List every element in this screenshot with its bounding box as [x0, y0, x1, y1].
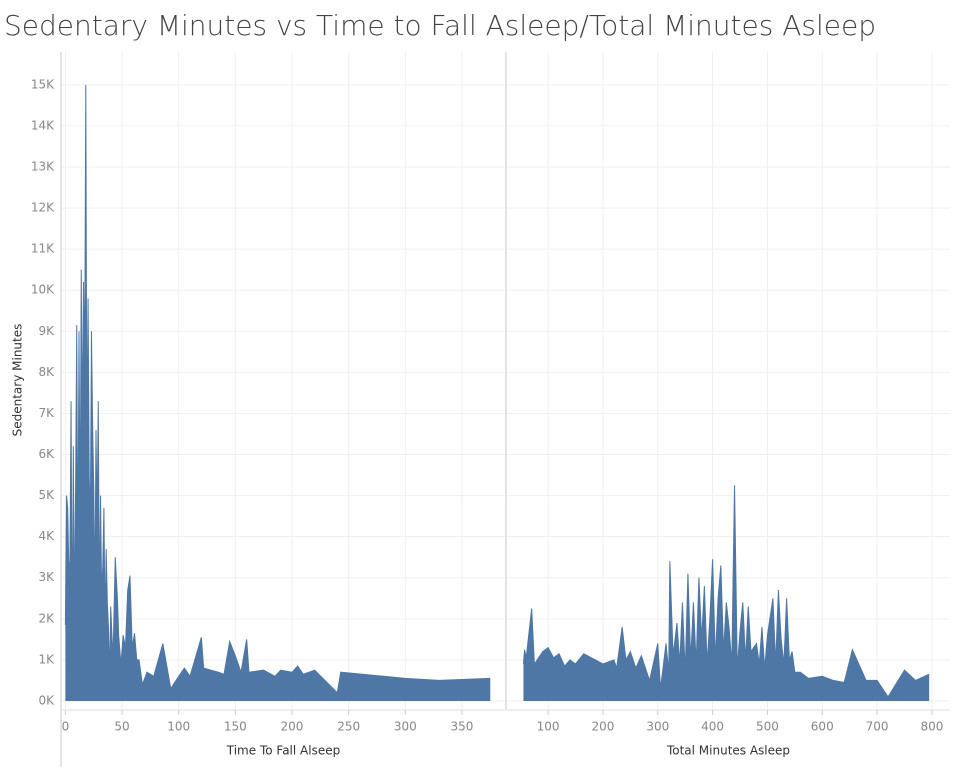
x-axis-title: Total Minutes Asleep	[666, 744, 790, 758]
y-tick-label: 13K	[31, 160, 55, 174]
y-tick-label: 14K	[31, 118, 55, 132]
y-tick-label: 5K	[38, 488, 55, 502]
chart-title: Sedentary Minutes vs Time to Fall Asleep…	[4, 9, 876, 42]
x-tick-label: 100	[537, 720, 560, 734]
y-tick-label: 3K	[38, 570, 55, 584]
x-tick-label: 500	[756, 720, 779, 734]
y-tick-label: 0K	[38, 693, 55, 707]
y-tick-label: 6K	[38, 447, 55, 461]
x-tick-label: 350	[450, 720, 473, 734]
x-tick-label: 0	[62, 720, 70, 734]
x-tick-label: 150	[224, 720, 247, 734]
x-tick-label: 700	[866, 720, 889, 734]
x-tick-label: 100	[167, 720, 190, 734]
x-tick-label: 800	[920, 720, 943, 734]
y-tick-label: 10K	[31, 283, 55, 297]
y-tick-label: 8K	[38, 365, 55, 379]
y-axis-title: Sedentary Minutes	[11, 324, 25, 437]
x-tick-label: 300	[646, 720, 669, 734]
x-tick-label: 200	[281, 720, 304, 734]
x-tick-label: 400	[701, 720, 724, 734]
x-tick-label: 200	[591, 720, 614, 734]
y-tick-label: 7K	[38, 406, 55, 420]
y-tick-label: 2K	[38, 611, 55, 625]
area-line	[64, 84, 491, 694]
y-tick-label: 9K	[38, 324, 55, 338]
x-axis-title: Time To Fall Alseep	[226, 744, 340, 758]
y-tick-label: 11K	[31, 242, 55, 256]
y-tick-label: 12K	[31, 201, 55, 215]
x-tick-label: 600	[811, 720, 834, 734]
area-fill	[65, 84, 491, 701]
x-tick-label: 50	[114, 720, 129, 734]
x-tick-label: 250	[337, 720, 360, 734]
area-line	[522, 485, 930, 698]
area-fill	[523, 485, 930, 701]
x-tick-label: 300	[394, 720, 417, 734]
y-tick-label: 15K	[31, 77, 55, 91]
y-tick-label: 1K	[38, 652, 55, 666]
y-tick-label: 4K	[38, 529, 55, 543]
